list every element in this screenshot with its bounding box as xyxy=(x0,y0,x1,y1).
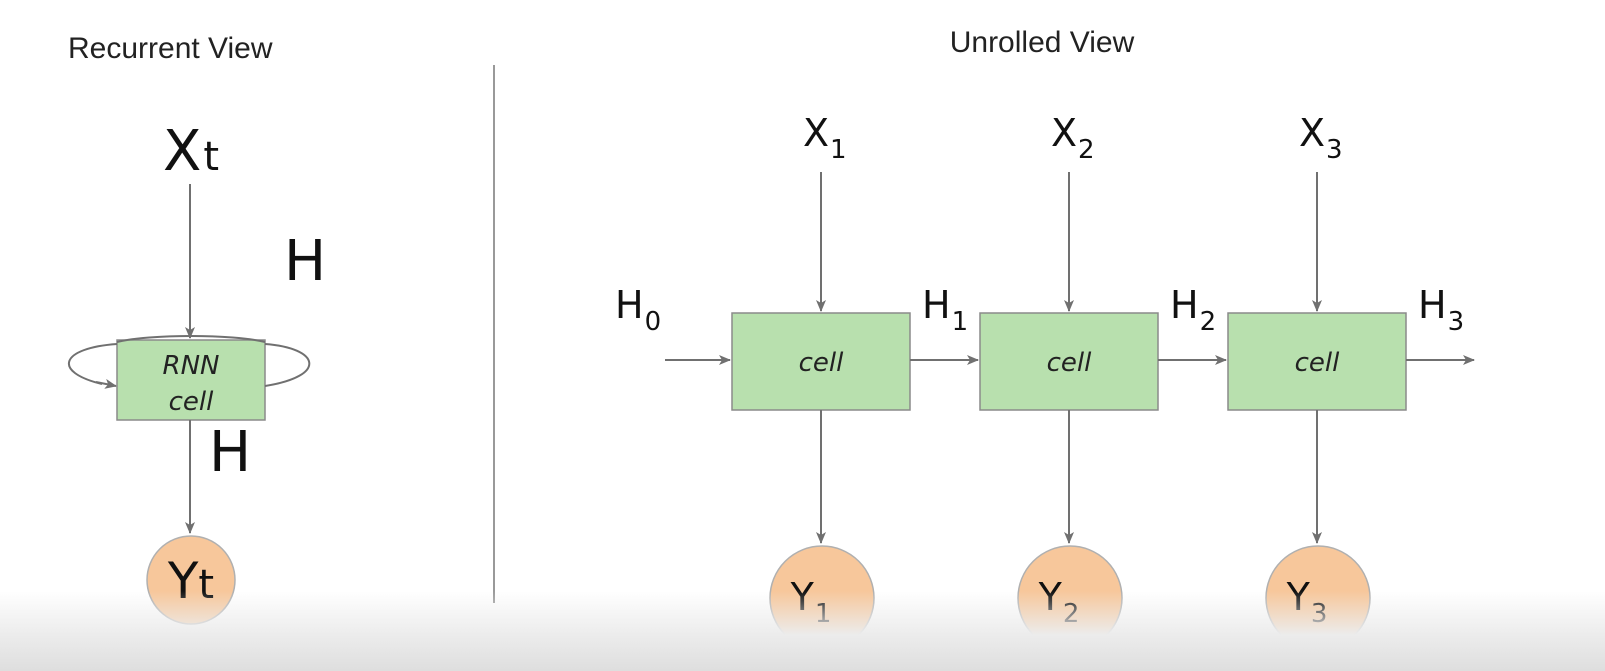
cell3-label: cell xyxy=(1295,348,1341,378)
x2-label: X2 xyxy=(1051,111,1095,165)
rnn-cell-label-line1: RNN xyxy=(163,351,220,381)
x1-label: X1 xyxy=(803,111,847,165)
x2-main: X xyxy=(1051,111,1077,155)
h3-main: H xyxy=(1418,283,1447,327)
recurrent-loop-arc-top xyxy=(116,335,266,343)
recurrent-input-label: Xt xyxy=(163,119,219,184)
recurrent-output-sub: t xyxy=(198,562,214,608)
recurrent-hidden-label-top: H xyxy=(284,229,326,294)
h2-sub: 2 xyxy=(1200,307,1217,337)
recurrent-input-main: X xyxy=(163,119,201,184)
h0-label: H0 xyxy=(615,283,661,337)
x2-sub: 2 xyxy=(1078,135,1095,165)
y3-node xyxy=(1265,545,1371,651)
h3-label: H3 xyxy=(1418,283,1464,337)
x3-main: X xyxy=(1299,111,1325,155)
x3-label: X3 xyxy=(1299,111,1343,165)
cell1-box xyxy=(731,312,911,411)
recurrent-input-sub: t xyxy=(203,134,219,180)
h0-sub: 0 xyxy=(645,307,662,337)
h0-main: H xyxy=(615,283,644,327)
y1-node xyxy=(769,545,875,651)
h3-sub: 3 xyxy=(1448,307,1465,337)
y2-node xyxy=(1017,545,1123,651)
h2-main: H xyxy=(1170,283,1199,327)
y2-main: Y xyxy=(1038,575,1063,619)
x1-sub: 1 xyxy=(830,135,847,165)
h1-sub: 1 xyxy=(952,307,969,337)
y2-sub: 2 xyxy=(1063,599,1080,629)
cell2-box xyxy=(979,312,1159,411)
recurrent-output-main: Y xyxy=(167,552,199,610)
y3-main: Y xyxy=(1286,575,1311,619)
cell1-label: cell xyxy=(799,348,845,378)
y1-main: Y xyxy=(790,575,815,619)
y3-sub: 3 xyxy=(1311,599,1328,629)
h1-label: H1 xyxy=(922,283,968,337)
y1-sub: 1 xyxy=(815,599,832,629)
cell3-box xyxy=(1227,312,1407,411)
x1-main: X xyxy=(803,111,829,155)
recurrent-loop-arrow xyxy=(95,378,117,389)
recurrent-loop-arc-sides xyxy=(68,343,311,387)
cell2-label: cell xyxy=(1047,348,1093,378)
h2-label: H2 xyxy=(1170,283,1216,337)
rnn-cell-label-line2: cell xyxy=(169,387,215,417)
recurrent-hidden-label-bottom: H xyxy=(209,420,251,485)
h1-main: H xyxy=(922,283,951,327)
x3-sub: 3 xyxy=(1326,135,1343,165)
unrolled-view-title: Unrolled View xyxy=(950,26,1135,59)
recurrent-view-title: Recurrent View xyxy=(68,32,273,65)
